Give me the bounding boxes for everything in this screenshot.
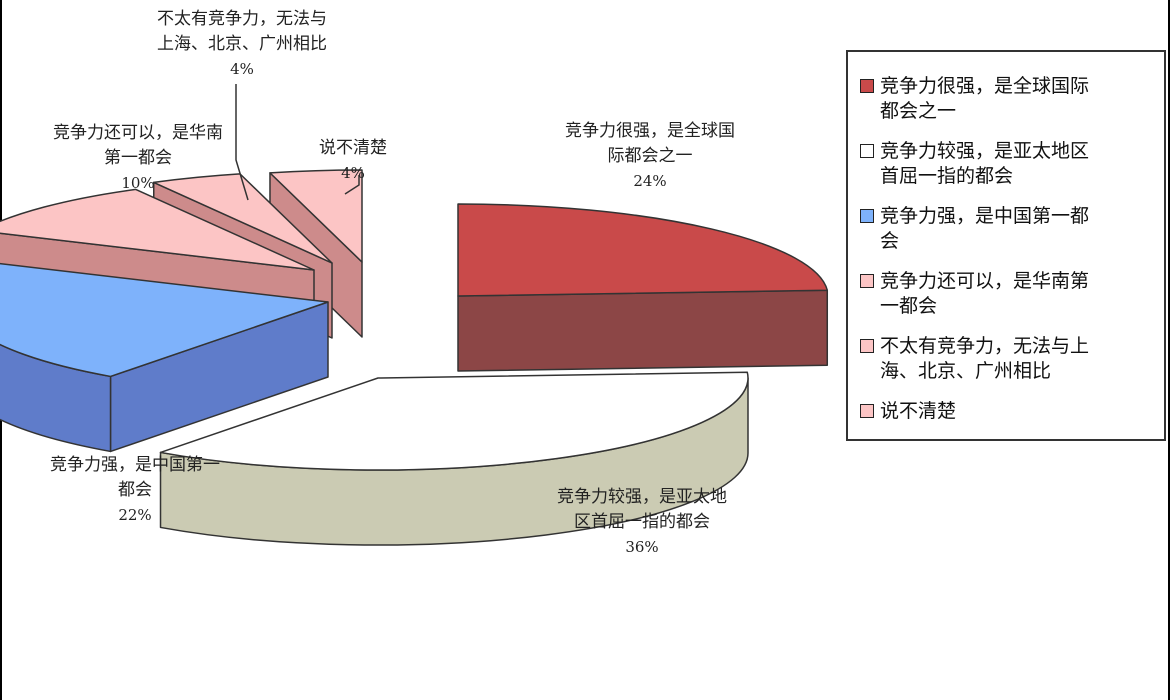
legend-label-line: 首屈一指的都会 (880, 165, 1014, 187)
legend-label-line: 竞争力很强，是全球国际 (880, 75, 1090, 97)
data-label-value: 22% (118, 506, 151, 524)
leader-line-6 (344, 175, 360, 195)
data-label-value: 36% (625, 538, 658, 556)
data-label-text: 上海、北京、广州相比 (157, 34, 327, 54)
legend-item: 竞争力还可以，是华南第 一都会 (860, 269, 1160, 319)
data-label-value: 4% (341, 164, 365, 182)
legend-item: 竞争力强，是中国第一都会 (860, 204, 1160, 254)
legend-label-line: 竞争力强，是中国第一都 (880, 205, 1090, 227)
pie-slice-side-1 (457, 289, 829, 372)
data-label-text: 竞争力很强，是全球国 (565, 121, 735, 141)
legend-item: 竞争力很强，是全球国际 都会之一 (860, 74, 1160, 124)
data-label-text: 竞争力强，是中国第一 (50, 455, 220, 475)
legend-swatch (860, 209, 874, 223)
pie-slice-1 (457, 203, 829, 297)
legend-swatch (860, 339, 874, 353)
legend-label-line: 不太有竞争力，无法与上 (880, 335, 1090, 357)
data-label-text: 说不清楚 (319, 138, 387, 158)
legend-label: 竞争力较强，是亚太地区 首屈一指的都会 (880, 139, 1160, 189)
data-label-value: 24% (633, 172, 666, 190)
legend-label: 竞争力还可以，是华南第 一都会 (880, 269, 1160, 319)
data-label-text: 竞争力较强，是亚太地 (557, 487, 727, 507)
legend-label-line: 竞争力较强，是亚太地区 (880, 140, 1090, 162)
legend-label-line: 海、北京、广州相比 (880, 360, 1052, 382)
data-label-text: 都会 (118, 480, 152, 500)
pie-slice-3 (0, 262, 329, 378)
data-label-text: 不太有竞争力，无法与 (157, 9, 327, 29)
pie-slice-2 (159, 371, 749, 471)
legend-label-line: 都会之一 (880, 100, 957, 122)
legend-item: 竞争力较强，是亚太地区 首屈一指的都会 (860, 139, 1160, 189)
data-label-text: 竞争力还可以，是华南 (53, 123, 223, 143)
data-labels: 竞争力很强，是全球国际都会之一24%竞争力较强，是亚太地区首屈一指的都会36%竞… (50, 9, 735, 556)
leader-line-5 (235, 84, 249, 201)
pie-slice-4 (0, 188, 315, 271)
data-label-text: 区首屈一指的都会 (574, 512, 710, 532)
legend-label-line: 说不清楚 (880, 400, 957, 422)
data-label-text: 第一都会 (104, 148, 172, 168)
pie-slice-6 (269, 169, 363, 263)
legend-label: 竞争力强，是中国第一都会 (880, 204, 1160, 254)
legend-item: 说不清楚 (860, 399, 1160, 424)
legend-label: 说不清楚 (880, 399, 1160, 424)
pie-slice-tops (0, 169, 829, 471)
legend-label: 不太有竞争力，无法与上 海、北京、广州相比 (880, 334, 1160, 384)
data-label-value: 4% (230, 60, 254, 78)
legend-swatch (860, 274, 874, 288)
legend-label-line: 一都会 (880, 295, 938, 317)
legend-swatch (860, 144, 874, 158)
data-label-text: 际都会之一 (608, 146, 693, 166)
legend: 竞争力很强，是全球国际 都会之一 竞争力较强，是亚太地区 首屈一指的都会 竞争力强，是中… (846, 50, 1166, 441)
pie-plot-area: 竞争力很强，是全球国际都会之一24%竞争力较强，是亚太地区首屈一指的都会36%竞… (0, 9, 829, 556)
legend-item: 不太有竞争力，无法与上 海、北京、广州相比 (860, 334, 1160, 384)
legend-label: 竞争力很强，是全球国际 都会之一 (880, 74, 1160, 124)
legend-label-line: 会 (880, 230, 900, 252)
data-label-value: 10% (121, 174, 154, 192)
legend-label-line: 竞争力还可以，是华南第 (880, 270, 1090, 292)
legend-swatch (860, 404, 874, 418)
legend-swatch (860, 79, 874, 93)
